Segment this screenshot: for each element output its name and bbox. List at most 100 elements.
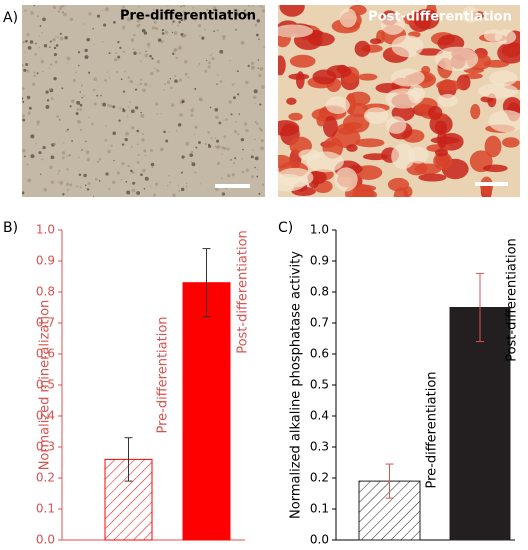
texture — [115, 51, 118, 54]
texture — [175, 129, 178, 132]
texture — [88, 116, 90, 119]
texture — [436, 79, 463, 91]
texture — [434, 46, 479, 72]
texture — [218, 121, 222, 125]
texture — [86, 37, 91, 42]
texture — [131, 126, 135, 130]
texture — [159, 147, 164, 152]
texture — [48, 88, 52, 91]
texture — [278, 24, 313, 38]
texture — [225, 118, 228, 121]
texture — [33, 71, 36, 74]
texture — [66, 182, 70, 186]
texture — [246, 16, 248, 18]
texture — [143, 187, 146, 190]
texture — [233, 96, 236, 100]
texture — [178, 20, 181, 24]
texture — [139, 82, 143, 85]
texture — [96, 160, 100, 164]
texture — [155, 8, 158, 11]
texture — [136, 24, 140, 28]
texture — [127, 115, 129, 118]
texture — [121, 162, 125, 166]
texture — [63, 142, 65, 144]
panel-label: A) — [3, 10, 18, 26]
texture — [108, 77, 111, 79]
texture — [69, 17, 74, 22]
texture — [117, 40, 120, 44]
y-tick-label: 0.8 — [36, 285, 55, 299]
texture — [96, 14, 101, 18]
texture — [28, 106, 32, 110]
y-tick-label: 0.1 — [36, 502, 55, 516]
texture — [241, 158, 243, 160]
texture — [67, 153, 71, 157]
texture — [71, 140, 73, 142]
y-tick-label: 1.0 — [36, 223, 55, 237]
y-tick-label: 0.2 — [36, 471, 55, 485]
texture — [146, 42, 151, 47]
texture — [181, 100, 185, 104]
texture — [144, 154, 147, 157]
texture — [43, 44, 48, 48]
texture — [33, 74, 36, 78]
texture — [66, 56, 71, 61]
texture — [87, 182, 91, 186]
texture — [138, 51, 141, 55]
panel-label: B) — [3, 220, 18, 236]
texture — [59, 36, 64, 41]
texture — [43, 187, 48, 192]
texture — [30, 154, 35, 159]
texture — [118, 119, 121, 122]
texture — [255, 33, 259, 37]
texture — [231, 173, 235, 177]
texture — [52, 38, 56, 42]
texture — [78, 173, 82, 177]
texture — [216, 74, 219, 76]
texture — [416, 48, 444, 56]
texture — [259, 66, 264, 71]
texture — [38, 35, 40, 37]
texture — [112, 131, 117, 136]
texture — [50, 180, 54, 184]
texture — [66, 129, 69, 132]
texture — [160, 40, 164, 44]
texture — [49, 46, 51, 49]
texture — [79, 103, 83, 107]
texture — [177, 45, 182, 50]
texture — [76, 108, 79, 111]
texture — [154, 182, 159, 186]
texture — [252, 149, 254, 151]
texture — [339, 8, 357, 28]
texture — [136, 129, 140, 133]
texture — [45, 90, 49, 94]
texture — [166, 184, 169, 187]
texture — [482, 164, 508, 173]
texture — [60, 5, 65, 8]
texture — [122, 25, 126, 29]
texture — [140, 111, 142, 114]
texture — [38, 46, 41, 49]
texture — [143, 31, 148, 35]
texture — [220, 177, 223, 180]
texture — [250, 175, 254, 179]
texture — [100, 102, 103, 104]
texture — [25, 63, 29, 66]
texture — [437, 130, 447, 149]
texture — [261, 9, 265, 13]
texture — [203, 28, 206, 31]
texture — [169, 181, 172, 184]
texture — [241, 170, 245, 174]
texture — [494, 29, 517, 45]
texture — [214, 137, 217, 139]
texture — [216, 29, 219, 32]
texture — [254, 103, 256, 105]
texture — [307, 32, 335, 47]
texture — [62, 11, 64, 13]
texture — [243, 9, 246, 12]
y-tick-label: 0.6 — [310, 347, 329, 361]
texture — [247, 5, 251, 7]
texture — [223, 119, 225, 121]
texture — [211, 57, 215, 61]
texture — [210, 54, 212, 57]
